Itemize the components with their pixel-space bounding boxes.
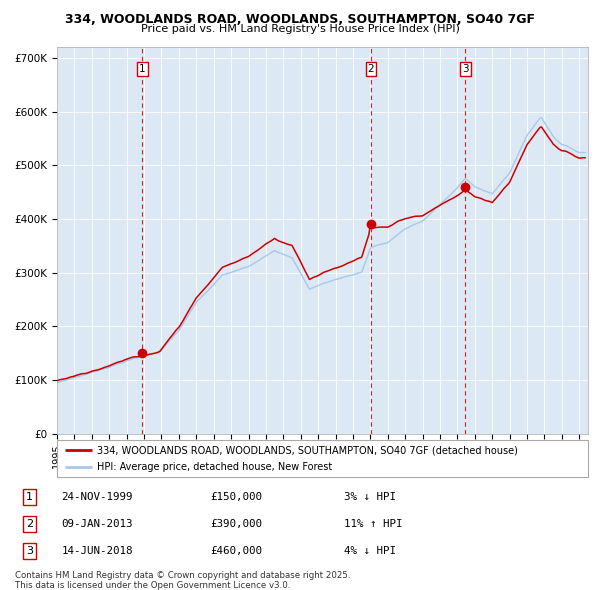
- Text: 3: 3: [26, 546, 33, 556]
- Text: 1: 1: [26, 491, 33, 502]
- Text: 334, WOODLANDS ROAD, WOODLANDS, SOUTHAMPTON, SO40 7GF: 334, WOODLANDS ROAD, WOODLANDS, SOUTHAMP…: [65, 13, 535, 26]
- Text: £150,000: £150,000: [210, 491, 262, 502]
- Text: Price paid vs. HM Land Registry's House Price Index (HPI): Price paid vs. HM Land Registry's House …: [140, 24, 460, 34]
- Text: 3% ↓ HPI: 3% ↓ HPI: [344, 491, 396, 502]
- Text: 09-JAN-2013: 09-JAN-2013: [61, 519, 133, 529]
- Text: 2: 2: [368, 64, 374, 74]
- Text: HPI: Average price, detached house, New Forest: HPI: Average price, detached house, New …: [97, 462, 332, 472]
- Text: 1: 1: [139, 64, 146, 74]
- Text: 24-NOV-1999: 24-NOV-1999: [61, 491, 133, 502]
- Text: 14-JUN-2018: 14-JUN-2018: [61, 546, 133, 556]
- Text: £460,000: £460,000: [210, 546, 262, 556]
- Text: £390,000: £390,000: [210, 519, 262, 529]
- Text: 2: 2: [26, 519, 33, 529]
- Text: 334, WOODLANDS ROAD, WOODLANDS, SOUTHAMPTON, SO40 7GF (detached house): 334, WOODLANDS ROAD, WOODLANDS, SOUTHAMP…: [97, 445, 518, 455]
- Text: Contains HM Land Registry data © Crown copyright and database right 2025.
This d: Contains HM Land Registry data © Crown c…: [15, 571, 350, 590]
- Text: 3: 3: [462, 64, 469, 74]
- Text: 4% ↓ HPI: 4% ↓ HPI: [344, 546, 396, 556]
- Text: 11% ↑ HPI: 11% ↑ HPI: [344, 519, 402, 529]
- FancyBboxPatch shape: [57, 440, 588, 477]
